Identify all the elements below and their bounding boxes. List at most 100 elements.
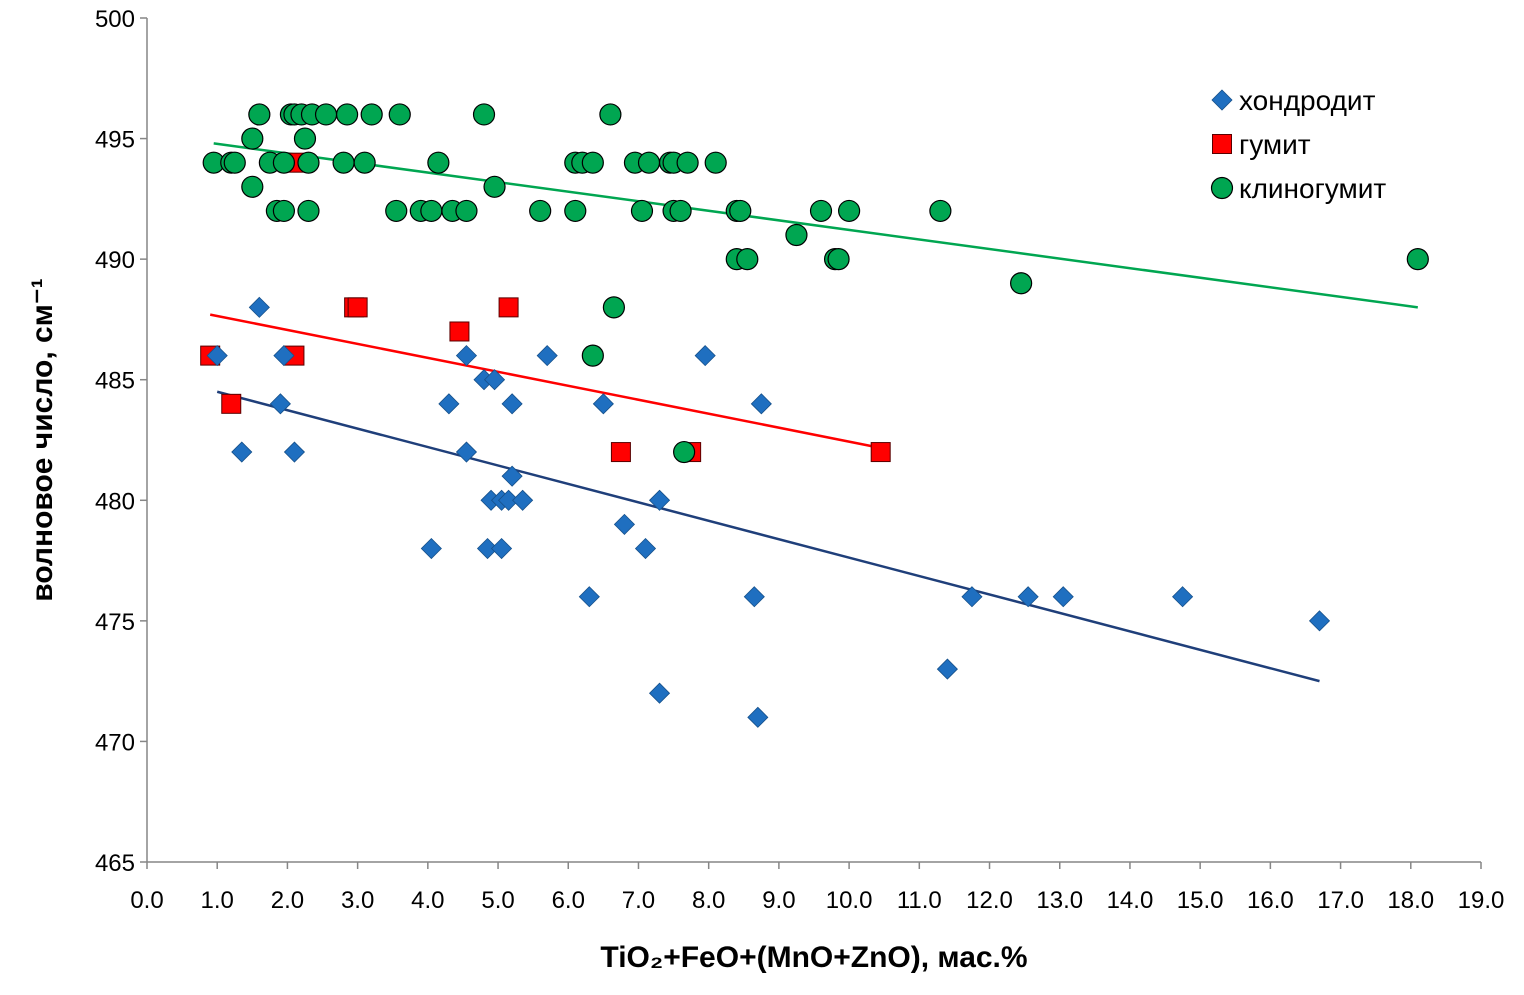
point-клиногумит [297, 199, 320, 223]
y-tick-label: 465 [95, 850, 135, 877]
point-хондродит [420, 537, 442, 560]
point-клиногумит [353, 151, 376, 174]
x-tick-label: 19.0 [1458, 887, 1505, 914]
trendline-клиногумит [213, 142, 1418, 309]
x-tick-label: 6.0 [552, 887, 585, 914]
x-tick-label: 12.0 [966, 887, 1013, 914]
x-tick-label: 14.0 [1107, 887, 1154, 914]
point-клиногумит [483, 175, 506, 198]
point-клиногумит [360, 103, 383, 126]
point-клиногумит [630, 199, 654, 223]
y-tick-label: 470 [95, 729, 135, 756]
point-гумит [221, 393, 242, 414]
point-хондродит [694, 345, 716, 367]
x-tick-label: 1.0 [201, 887, 234, 914]
y-tick-label: 485 [95, 368, 135, 395]
point-гумит [449, 321, 470, 342]
point-гумит [347, 297, 368, 318]
point-хондродит [438, 393, 460, 415]
point-хондродит [248, 296, 270, 318]
x-tick-label: 17.0 [1317, 887, 1364, 914]
point-клиногумит [669, 199, 692, 223]
y-tick-label: 475 [95, 609, 135, 636]
x-tick-label: 10.0 [826, 887, 873, 914]
point-хондродит [634, 537, 657, 560]
point-хондродит [269, 393, 291, 415]
point-гумит [610, 442, 631, 463]
x-tick-label: 15.0 [1177, 887, 1224, 914]
point-хондродит [648, 682, 671, 704]
point-клиногумит [385, 199, 408, 223]
legend-label-хондродит: хондродит [1239, 85, 1376, 116]
legend-marker-хондродит [1211, 89, 1233, 111]
point-клиногумит [272, 199, 296, 223]
legend-marker-гумит [1212, 134, 1232, 154]
point-хондродит [578, 586, 600, 608]
point-хондродит [490, 537, 513, 560]
legend: хондродит гумит клиногумит [1210, 85, 1386, 204]
point-хондродит [750, 393, 772, 415]
point-хондродит [512, 489, 534, 511]
point-хондродит [1308, 610, 1331, 632]
point-клиногумит [241, 175, 264, 198]
trendlines [209, 142, 1418, 683]
point-клиногумит [602, 296, 626, 319]
point-гумит [870, 442, 891, 463]
y-axis-title: волновое число, см⁻¹ [26, 278, 59, 601]
point-хондродит [536, 345, 558, 367]
legend-label-клиногумит: клиногумит [1239, 173, 1386, 204]
point-клиногумит [223, 151, 246, 174]
point-клиногумит [388, 103, 411, 126]
point-хондродит [592, 393, 614, 415]
point-клиногумит [420, 199, 443, 223]
x-tick-label: 5.0 [481, 887, 514, 914]
x-tick-label: 13.0 [1036, 887, 1083, 914]
point-клиногумит [248, 103, 271, 126]
point-хондродит [476, 537, 499, 560]
point-хондродит [455, 345, 478, 367]
point-клиногумит [241, 127, 264, 150]
trendline-хондродит [216, 390, 1320, 683]
point-клиногумит [599, 103, 622, 126]
point-хондродит [613, 513, 635, 535]
x-tick-label: 9.0 [762, 887, 795, 914]
point-хондродит [498, 489, 520, 511]
x-tick-label: 4.0 [411, 887, 444, 914]
point-клиногумит [472, 103, 496, 126]
point-гумит [498, 297, 519, 318]
point-клиногумит [332, 151, 355, 174]
point-хондродит [743, 586, 765, 608]
point-клиногумит [736, 248, 759, 271]
x-tick-label: 2.0 [271, 887, 304, 914]
y-tick-label: 495 [95, 127, 135, 154]
point-хондродит [1172, 586, 1194, 608]
point-хондродит [483, 369, 506, 391]
point-хондродит [936, 658, 958, 680]
x-tick-label: 16.0 [1247, 887, 1294, 914]
point-клиногумит [673, 440, 696, 464]
point-клиногумит [929, 199, 952, 223]
point-клиногумит [637, 151, 661, 174]
point-хондродит [206, 345, 228, 367]
point-клиногумит [704, 151, 727, 174]
point-клиногумит [293, 127, 317, 150]
point-хондродит [501, 465, 523, 487]
point-клиногумит [581, 344, 604, 367]
point-клиногумит [676, 151, 699, 174]
x-tick-label: 3.0 [341, 887, 374, 914]
x-tick-label: 11.0 [897, 887, 942, 914]
point-хондродит [231, 441, 253, 463]
x-tick-label: 7.0 [622, 887, 655, 914]
point-хондродит [501, 393, 523, 415]
y-tick-label: 500 [95, 6, 135, 33]
point-хондродит [283, 441, 306, 463]
y-tick-label: 490 [95, 247, 135, 274]
point-клиногумит [564, 199, 587, 223]
point-клиногумит [297, 151, 320, 174]
point-клиногумит [785, 223, 808, 247]
point-хондродит [455, 441, 478, 463]
x-tick-label: 0.0 [130, 887, 163, 914]
legend-label-гумит: гумит [1239, 129, 1311, 160]
point-хондродит [1017, 586, 1039, 608]
